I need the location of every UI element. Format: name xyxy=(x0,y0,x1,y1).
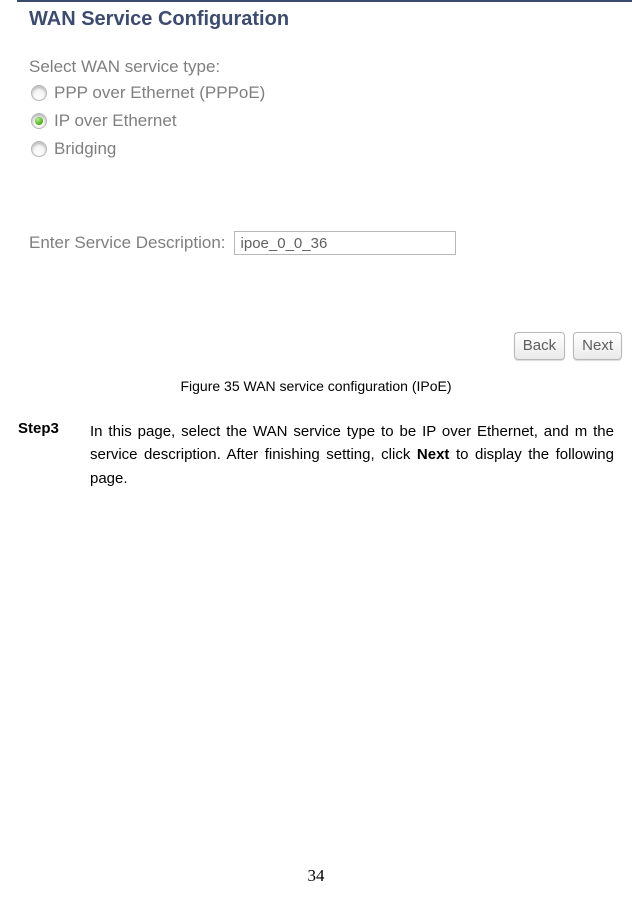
wan-config-panel: WAN Service Configuration Select WAN ser… xyxy=(17,0,632,372)
radio-label: Bridging xyxy=(54,139,116,159)
button-row: Back Next xyxy=(514,332,622,360)
service-type-radio-group: PPP over Ethernet (PPPoE) IP over Ethern… xyxy=(17,77,632,163)
page-number: 34 xyxy=(0,866,632,886)
step-text-bold: Next xyxy=(417,446,450,463)
radio-icon xyxy=(31,85,47,101)
radio-label: IP over Ethernet xyxy=(54,111,177,131)
radio-option-pppoe[interactable]: PPP over Ethernet (PPPoE) xyxy=(31,79,632,107)
next-button[interactable]: Next xyxy=(573,332,622,360)
step-text: In this page, select the WAN service typ… xyxy=(90,420,614,490)
figure-caption: Figure 35 WAN service configuration (IPo… xyxy=(0,372,632,394)
radio-icon xyxy=(31,113,47,129)
service-description-label: Enter Service Description: xyxy=(29,233,226,253)
back-button[interactable]: Back xyxy=(514,332,565,360)
radio-label: PPP over Ethernet (PPPoE) xyxy=(54,83,265,103)
service-description-row: Enter Service Description: xyxy=(17,163,632,255)
panel-title: WAN Service Configuration xyxy=(17,2,632,31)
radio-icon xyxy=(31,141,47,157)
step-block: Step3 In this page, select the WAN servi… xyxy=(0,394,614,490)
radio-option-bridging[interactable]: Bridging xyxy=(31,135,632,163)
step-label: Step3 xyxy=(18,420,90,490)
service-type-prompt: Select WAN service type: xyxy=(17,31,632,77)
service-description-input[interactable] xyxy=(234,231,456,255)
radio-option-ipoe[interactable]: IP over Ethernet xyxy=(31,107,632,135)
